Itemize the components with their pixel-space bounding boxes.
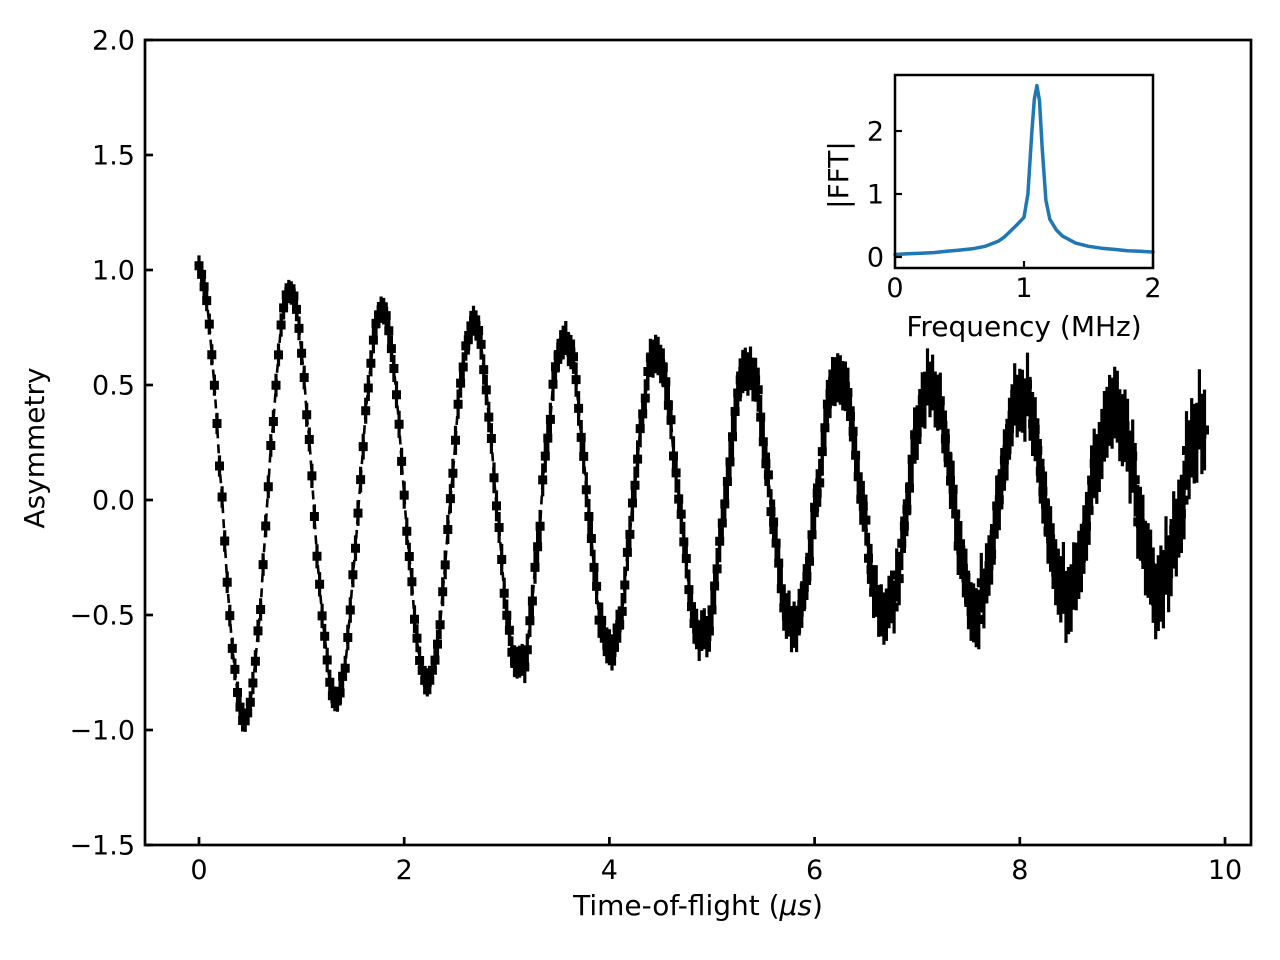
inset-x-tick-label: 0 bbox=[886, 273, 903, 304]
main-axes: 0 2 4 6 8 102.01.51.00.50.0−0.5−1.0−1.5 Asymm… bbox=[18, 26, 1253, 922]
x-tick-label: 8 bbox=[1011, 855, 1028, 886]
inset-y-axis-label: |FFT| bbox=[822, 141, 855, 209]
fft-inset: 0 1 2 0 1 2 |FFT| Frequency (MHz) bbox=[822, 73, 1162, 343]
inset-ticks bbox=[893, 129, 1155, 268]
main-axes-frame bbox=[143, 38, 1253, 847]
y-tick-label: −1.0 bbox=[69, 716, 135, 747]
y-tick-label: 1.5 bbox=[92, 141, 135, 172]
inset-x-tick-label: 1 bbox=[1015, 273, 1032, 304]
x-tick-label: 6 bbox=[806, 855, 823, 886]
main-axes-ticks bbox=[145, 38, 1227, 847]
x-tick-label: 10 bbox=[1208, 855, 1242, 886]
y-tick-label: 1.0 bbox=[92, 256, 135, 287]
inset-tick-labels: 0 1 2 0 1 2 bbox=[867, 117, 1162, 304]
asymmetry-data-series bbox=[194, 255, 1209, 732]
y-tick-label: 2.0 bbox=[92, 26, 135, 57]
y-axis-label: Asymmetry bbox=[18, 367, 51, 528]
y-tick-label: 0.5 bbox=[92, 371, 135, 402]
x-tick-label: 4 bbox=[601, 855, 618, 886]
x-tick-label: 2 bbox=[396, 855, 413, 886]
main-axes-tick-labels: 0 2 4 6 8 102.01.51.00.50.0−0.5−1.0−1.5 bbox=[69, 26, 1242, 886]
x-axis-label: Time-of-flight (μs) bbox=[572, 889, 823, 922]
y-tick-label: −1.5 bbox=[69, 831, 135, 862]
fft-curve bbox=[893, 83, 1155, 257]
y-tick-label: −0.5 bbox=[69, 601, 135, 632]
data-point-markers bbox=[194, 261, 1209, 726]
inset-y-tick-label: 1 bbox=[867, 180, 884, 211]
inset-x-tick-label: 2 bbox=[1144, 273, 1161, 304]
inset-y-tick-label: 2 bbox=[867, 117, 884, 148]
inset-y-tick-label: 0 bbox=[867, 243, 884, 274]
x-tick-label: 0 bbox=[190, 855, 207, 886]
inset-x-axis-label: Frequency (MHz) bbox=[906, 310, 1141, 343]
inset-background bbox=[895, 75, 1153, 268]
y-tick-label: 0.0 bbox=[92, 486, 135, 517]
